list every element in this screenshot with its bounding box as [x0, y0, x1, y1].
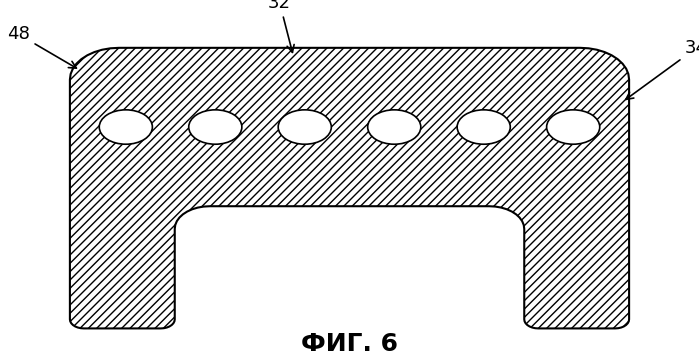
Circle shape: [368, 110, 421, 144]
Circle shape: [99, 110, 152, 144]
Text: 34: 34: [626, 39, 699, 99]
Text: 48: 48: [7, 25, 76, 68]
Text: ФИГ. 6: ФИГ. 6: [301, 332, 398, 356]
Circle shape: [278, 110, 331, 144]
Text: 32: 32: [268, 0, 294, 53]
Circle shape: [457, 110, 510, 144]
Circle shape: [547, 110, 600, 144]
Circle shape: [189, 110, 242, 144]
PathPatch shape: [70, 48, 629, 328]
